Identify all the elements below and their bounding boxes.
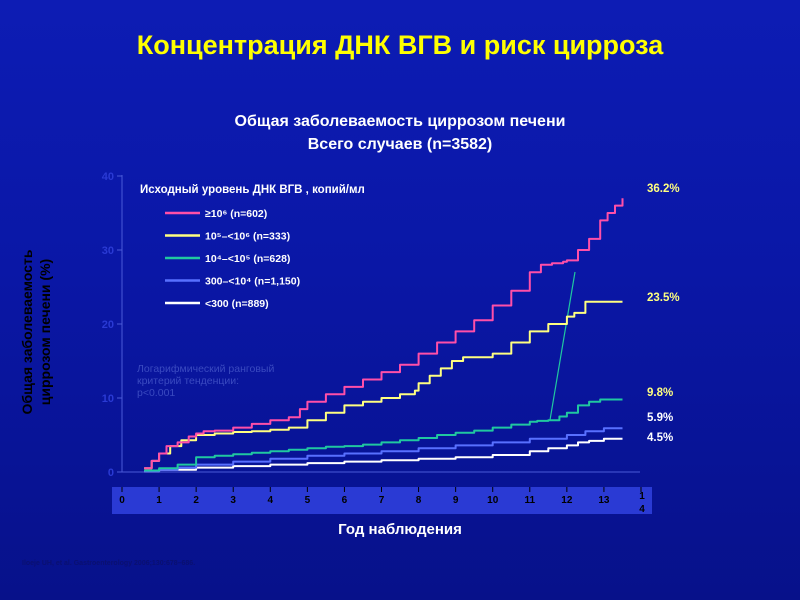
- y-tick-label: 40: [102, 171, 114, 183]
- series-line-4: [144, 437, 623, 473]
- legend-label-1: 10⁵–<10⁶ (n=333): [205, 231, 290, 243]
- y-ticks: 0 10 20 30 40: [102, 171, 122, 479]
- x-tick-label: 6: [342, 495, 348, 506]
- end-label-2: 9.8%: [647, 387, 673, 399]
- end-label-3: 5.9%: [647, 412, 673, 424]
- slide-title: Концентрация ДНК ВГВ и риск цирроза: [136, 30, 664, 60]
- x-tick-label: 8: [416, 495, 422, 506]
- x-tick-label: 12: [561, 495, 573, 506]
- series-line-0: [144, 198, 624, 470]
- x-tick-label-digit-1: 1: [639, 491, 645, 502]
- y-tick-label: 10: [102, 393, 114, 405]
- chart-subtitle: Всего случаев (n=3582): [307, 136, 493, 153]
- y-tick-label: 20: [102, 319, 114, 331]
- annotation-line: Логарифмический ранговый: [137, 363, 274, 375]
- x-axis-label: Год наблюдения: [338, 521, 462, 538]
- legend-label-2: 10⁴–<10⁵ (n=628): [205, 253, 290, 265]
- legend-label-0: ≥10⁶ (n=602): [205, 208, 267, 220]
- end-label-4: 4.5%: [647, 432, 673, 444]
- x-tick-label: 11: [524, 495, 535, 506]
- citation: Iloeje UH, et al. Gastroenterology 2006;…: [22, 560, 196, 567]
- chart-title: Общая заболеваемость циррозом печени: [234, 113, 566, 130]
- legend: Исходный уровень ДНК ВГВ , копий/мл ≥10⁶…: [140, 184, 365, 310]
- legend-title: Исходный уровень ДНК ВГВ , копий/мл: [140, 184, 365, 196]
- series-lines: [144, 198, 624, 473]
- annotation-line: p<0.001: [137, 387, 175, 399]
- end-label-0: 36.2%: [647, 183, 680, 195]
- y-tick-label: 30: [102, 245, 114, 257]
- x-tick-label: 2: [193, 495, 199, 506]
- legend-label-4: <300 (n=889): [205, 298, 269, 310]
- x-tick-label: 10: [487, 495, 499, 506]
- annotation-line: критерий тенденции:: [137, 375, 239, 387]
- x-tick-label: 13: [598, 495, 610, 506]
- x-tick-label: 9: [453, 495, 459, 506]
- x-tick-label: 0: [119, 495, 125, 506]
- y-tick-label: 0: [108, 467, 114, 479]
- legend-label-3: 300–<10⁴ (n=1,150): [205, 276, 300, 288]
- x-ticks: 0 1 2 3 4 5 6 7 8 9 10 11 12 13 14: [119, 487, 645, 515]
- end-labels: 36.2% 23.5% 9.8% 5.9% 4.5%: [647, 183, 680, 444]
- x-tick-label: 7: [379, 495, 385, 506]
- series-line-1: [144, 300, 623, 470]
- end-label-1: 23.5%: [647, 292, 680, 304]
- x-tick-label: 3: [230, 495, 236, 506]
- y-axis-label: Общая заболеваемость циррозом печени (%): [19, 249, 53, 415]
- series-line-3: [144, 427, 623, 473]
- series-line-2: [144, 398, 623, 472]
- arrow-line: [549, 271, 576, 421]
- x-tick-label: 5: [305, 495, 311, 506]
- x-tick-label-digit-2: 4: [639, 504, 645, 515]
- x-tick-label: 1: [156, 495, 162, 506]
- x-tick-label: 4: [268, 495, 274, 506]
